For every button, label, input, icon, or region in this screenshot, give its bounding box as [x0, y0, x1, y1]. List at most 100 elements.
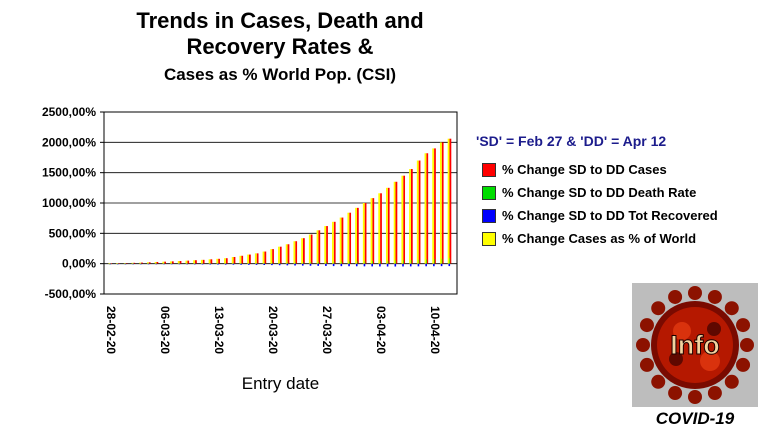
- bar--change-cases-as-of-world: [177, 260, 180, 264]
- bar--change-cases-as-of-world: [254, 253, 257, 264]
- bar--change-cases-as-of-world: [278, 246, 280, 264]
- bar--change-sd-to-dd-tot-recovered: [194, 263, 196, 265]
- bar--change-sd-to-dd-cases: [110, 263, 112, 265]
- bar--change-sd-to-dd-cases: [187, 260, 190, 264]
- bar--change-sd-to-dd-tot-recovered: [116, 263, 119, 265]
- bar--change-sd-to-dd-cases: [249, 254, 251, 264]
- bar--change-sd-to-dd-cases: [356, 207, 359, 264]
- bar--change-cases-as-of-world: [308, 234, 311, 264]
- bar--change-sd-to-dd-tot-recovered: [232, 263, 235, 265]
- bar--change-sd-to-dd-tot-recovered: [417, 263, 420, 267]
- bar--change-cases-as-of-world: [316, 230, 319, 264]
- bar--change-cases-as-of-world: [332, 221, 334, 264]
- bar--change-cases-as-of-world: [216, 258, 219, 264]
- bar--change-sd-to-dd-tot-recovered: [209, 263, 212, 265]
- legend-label: % Change SD to DD Death Rate: [502, 185, 697, 201]
- bar--change-sd-to-dd-cases: [418, 160, 421, 264]
- bar--change-sd-to-dd-cases: [441, 142, 444, 264]
- chart-subtitle: Cases as % World Pop. (CSI): [163, 65, 397, 84]
- bar--change-cases-as-of-world: [185, 260, 188, 264]
- x-axis-label: Entry date: [242, 374, 320, 393]
- bar--change-sd-to-dd-cases: [264, 251, 267, 264]
- bar--change-cases-as-of-world: [347, 212, 350, 264]
- bar--change-cases-as-of-world: [293, 241, 296, 264]
- bar--change-sd-to-dd-tot-recovered: [147, 263, 150, 265]
- legend-label: % Change SD to DD Cases: [502, 162, 667, 178]
- bar--change-cases-as-of-world: [146, 262, 149, 264]
- bar--change-sd-to-dd-tot-recovered: [340, 263, 343, 267]
- bar--change-sd-to-dd-tot-recovered: [271, 263, 273, 266]
- bar--change-sd-to-dd-tot-recovered: [263, 263, 266, 266]
- x-tick-label: 13-03-20: [212, 306, 226, 354]
- bar--change-sd-to-dd-tot-recovered: [124, 263, 127, 265]
- virus-logo-icon: Info: [632, 283, 758, 407]
- x-tick-label: 10-04-20: [428, 306, 442, 354]
- bar--change-cases-as-of-world: [200, 259, 203, 264]
- bar--change-cases-as-of-world: [285, 244, 288, 264]
- bar--change-sd-to-dd-tot-recovered: [433, 263, 435, 267]
- bar--change-sd-to-dd-tot-recovered: [155, 263, 158, 265]
- y-tick-label: 500,00%: [49, 226, 97, 240]
- bar--change-sd-to-dd-tot-recovered: [132, 263, 134, 265]
- bar--change-sd-to-dd-cases: [272, 249, 274, 264]
- bar--change-cases-as-of-world: [424, 153, 427, 264]
- bar--change-sd-to-dd-tot-recovered: [170, 263, 173, 265]
- bar--change-sd-to-dd-tot-recovered: [379, 263, 381, 267]
- bar--change-cases-as-of-world: [362, 203, 365, 264]
- bar--change-sd-to-dd-cases: [164, 261, 166, 264]
- bar--change-cases-as-of-world: [416, 160, 419, 264]
- bar--change-cases-as-of-world: [378, 193, 381, 264]
- bar--change-cases-as-of-world: [139, 262, 142, 264]
- bar--change-sd-to-dd-cases: [133, 262, 136, 264]
- legend-item: % Change Cases as % of World: [482, 230, 696, 246]
- bar--change-sd-to-dd-cases: [210, 259, 213, 264]
- y-tick-label: 1000,00%: [42, 196, 96, 210]
- bar--change-sd-to-dd-cases: [241, 255, 244, 264]
- legend-label: % Change Cases as % of World: [502, 231, 697, 247]
- bar--change-sd-to-dd-tot-recovered: [240, 263, 242, 265]
- bar--change-sd-to-dd-cases: [380, 193, 382, 264]
- bar--change-cases-as-of-world: [447, 138, 450, 264]
- bar--change-sd-to-dd-tot-recovered: [186, 263, 188, 265]
- bar--change-sd-to-dd-tot-recovered: [301, 263, 304, 266]
- x-tick-label: 28-02-20: [104, 306, 118, 354]
- bar--change-sd-to-dd-cases: [125, 263, 128, 264]
- bar--change-sd-to-dd-cases: [333, 221, 336, 264]
- bar--change-sd-to-dd-cases: [148, 262, 151, 264]
- y-tick-label: 0,00%: [62, 257, 96, 271]
- bar--change-cases-as-of-world: [123, 263, 126, 264]
- bar--change-cases-as-of-world: [324, 226, 327, 264]
- bar--change-cases-as-of-world: [432, 148, 435, 264]
- bar--change-sd-to-dd-cases: [341, 217, 344, 264]
- chart-title-line-1: Trends in Cases, Death and: [136, 8, 424, 33]
- bar--change-cases-as-of-world: [162, 261, 165, 264]
- bar--change-cases-as-of-world: [401, 175, 404, 264]
- badge-caption: COVID-19: [655, 409, 735, 428]
- legend-swatch: [482, 185, 496, 200]
- bar--change-sd-to-dd-tot-recovered: [425, 263, 427, 267]
- bar--change-sd-to-dd-cases: [195, 260, 197, 264]
- bar--change-sd-to-dd-cases: [434, 148, 436, 264]
- bar--change-sd-to-dd-cases: [395, 181, 398, 264]
- chart-title-line-2: Recovery Rates &: [186, 34, 374, 59]
- bar--change-sd-to-dd-tot-recovered: [224, 263, 227, 265]
- covid-info-badge: Info: [632, 283, 758, 407]
- x-tick-label: 20-03-20: [266, 306, 280, 354]
- bar--change-sd-to-dd-cases: [141, 262, 143, 264]
- bar--change-sd-to-dd-cases: [287, 244, 290, 264]
- bar--change-cases-as-of-world: [301, 238, 303, 264]
- legend-swatch: [482, 208, 496, 223]
- bar--change-sd-to-dd-cases: [302, 238, 305, 264]
- bar--change-sd-to-dd-cases: [364, 203, 367, 264]
- bar--change-sd-to-dd-tot-recovered: [201, 263, 204, 265]
- bar--change-cases-as-of-world: [224, 258, 226, 264]
- legend-item: % Change SD to DD Cases: [482, 161, 667, 177]
- bar--change-sd-to-dd-tot-recovered: [386, 263, 389, 267]
- bar--change-sd-to-dd-cases: [295, 241, 298, 264]
- bar--change-sd-to-dd-cases: [426, 153, 429, 264]
- bar--change-sd-to-dd-cases: [410, 169, 413, 264]
- bar--change-sd-to-dd-tot-recovered: [440, 263, 443, 267]
- bar--change-sd-to-dd-tot-recovered: [332, 263, 335, 267]
- bar--change-cases-as-of-world: [247, 254, 249, 264]
